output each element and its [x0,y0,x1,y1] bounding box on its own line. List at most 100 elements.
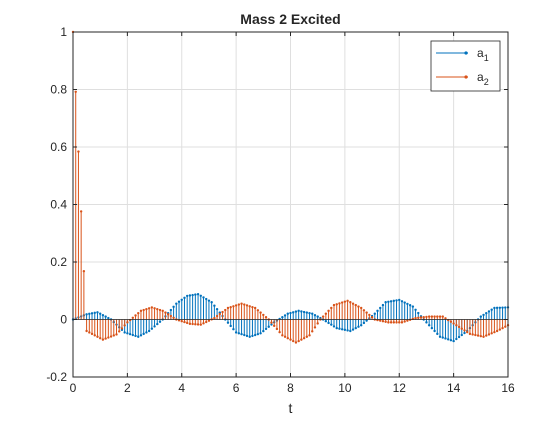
stem-marker [408,304,412,307]
stem-marker [205,320,208,324]
stem-marker [245,334,249,338]
stem-series [71,30,510,344]
legend-label-subscript: 2 [484,77,489,87]
stem-marker [267,325,270,328]
x-tick-label: 10 [338,381,352,395]
stem-marker [283,335,287,338]
stem-marker [207,319,211,322]
x-tick-label: 14 [447,381,461,395]
x-tick-label: 2 [124,381,131,395]
legend-label-base: a [477,46,484,60]
tick-labels: 0 2 4 6 8 10 12 14 16-0.200.20.40.60.81 [46,25,515,395]
stem-marker [308,334,311,337]
stem-marker [270,323,273,326]
stem-marker [294,310,298,313]
stem-marker [142,332,145,336]
stem-marker [292,311,295,314]
stem-marker [340,301,344,304]
stem-marker [417,311,420,315]
stem-marker [349,329,352,333]
stem-marker [123,324,126,327]
stem-marker [400,321,404,324]
stem-marker [354,303,357,307]
x-tick-label: 6 [233,381,240,395]
stem-marker [137,335,140,338]
stem-marker [131,333,135,337]
stem-marker [88,331,91,334]
stem-marker [436,332,439,336]
y-tick-label: 0.2 [50,255,67,269]
stem-marker [403,320,406,323]
stem-marker [335,326,338,330]
stem-marker [104,337,107,340]
y-tick-label: -0.2 [46,370,67,384]
stem-marker [213,316,216,320]
stem-marker [370,316,374,319]
stem-marker [262,313,265,317]
stem-marker [278,330,281,334]
stem-marker [286,336,289,340]
stem-marker [324,312,328,315]
stem-marker [359,306,363,310]
y-tick-label: 0.8 [50,83,67,97]
stem-marker [414,316,417,320]
stem-marker [262,329,265,333]
stem-marker [259,332,262,335]
stem-marker [107,316,110,320]
stem-marker [433,315,436,318]
stem-marker [172,316,175,319]
stem-marker [403,301,406,304]
stem-marker [240,302,243,305]
stem-marker [365,319,368,322]
stem-marker [422,316,425,319]
stem-marker [495,306,499,310]
stem-marker [256,309,260,312]
stem-marker [308,311,311,315]
stem-marker [264,316,268,319]
stem-marker [232,328,235,331]
stem-marker [194,293,197,296]
stem-marker [215,314,219,318]
stem-marker [452,339,455,343]
stem-marker [101,313,105,317]
stem-marker [406,302,409,306]
stem-marker [286,312,289,315]
stem-marker [85,329,88,333]
y-tick-label: 0.6 [50,140,67,154]
stem-marker [199,323,202,326]
stem-marker [164,311,167,314]
stem-marker [384,320,387,323]
stem-marker [251,334,254,338]
stem-marker [501,326,504,330]
stem-marker [139,309,143,313]
stem-marker [126,332,129,335]
stem-marker [338,302,341,305]
stem-marker [177,300,181,303]
stem-marker [292,339,295,343]
stem-marker [218,312,222,316]
stem-marker [493,330,496,334]
stem-marker [490,332,493,335]
stem-marker [126,321,129,324]
stem-marker [438,315,442,318]
stem-marker [463,331,466,335]
stem-marker [123,331,126,334]
stem-marker [270,321,273,324]
stem-marker [156,322,159,326]
stem-marker [324,320,328,323]
stem-marker [180,298,183,302]
stem-marker [498,306,502,309]
stem-marker [232,305,235,308]
stem-marker [300,338,303,341]
stem-marker [438,335,442,338]
stem-marker [158,308,162,312]
stem-marker [191,293,194,297]
stem-marker [373,312,376,315]
stem-marker [79,210,83,213]
x-tick-label: 4 [178,381,185,395]
stem-marker [376,309,379,313]
stem-marker [444,337,447,340]
stem-marker [281,316,284,319]
legend-marker-1 [464,51,468,55]
stem-marker [175,302,178,305]
